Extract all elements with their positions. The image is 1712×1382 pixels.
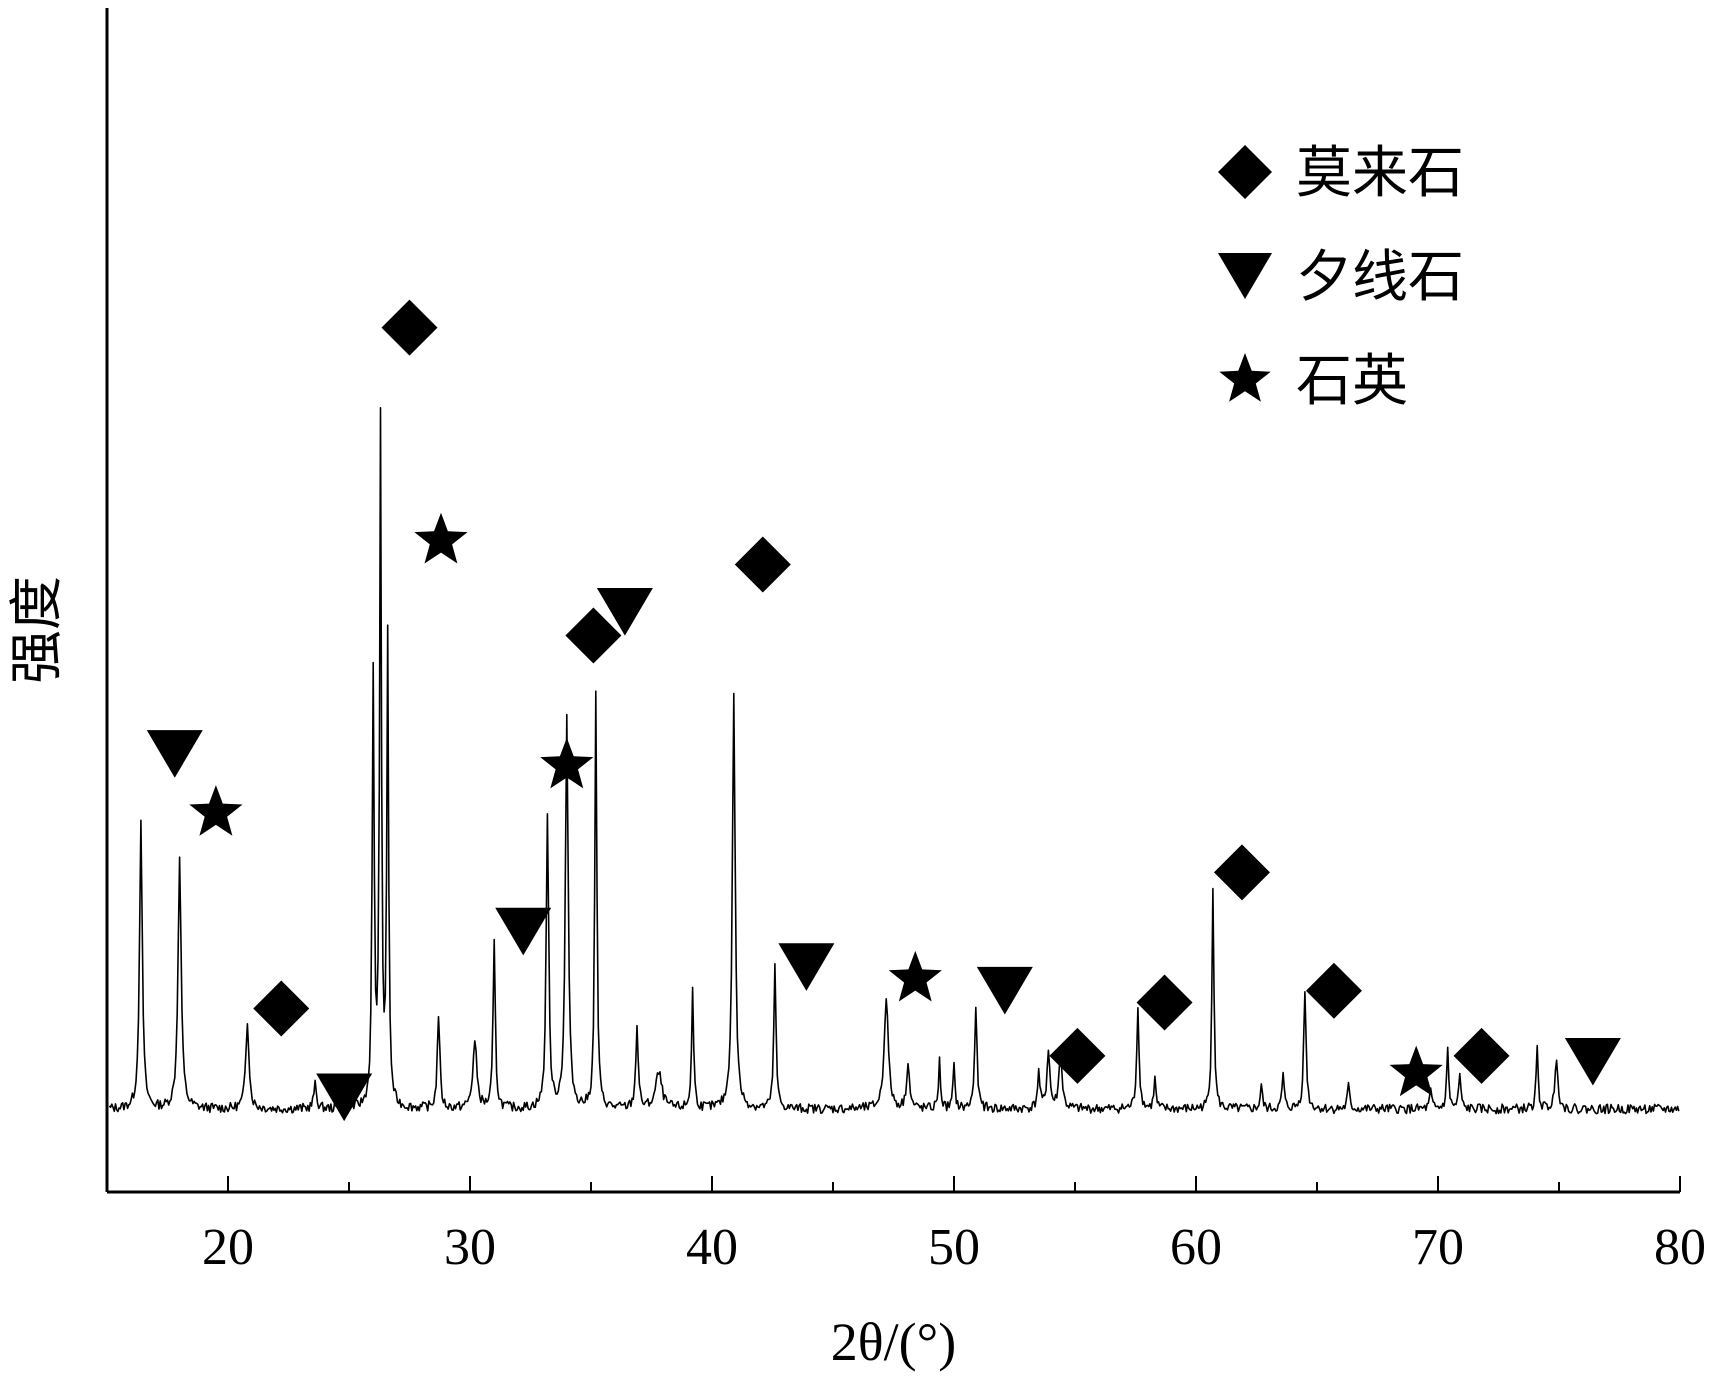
legend-star-icon [1219, 353, 1271, 402]
triangle-down-phase-marker [976, 966, 1033, 1015]
legend-diamond-icon [1218, 145, 1272, 199]
plot-area [108, 407, 1680, 1115]
diamond-phase-marker [1049, 1027, 1106, 1084]
legend-triangle-down-icon [1218, 253, 1272, 299]
diamond-phase-marker [1213, 844, 1270, 901]
y-axis-title: 强度 [7, 576, 67, 684]
x-tick-label: 20 [202, 1219, 254, 1276]
x-tick-label: 30 [444, 1219, 496, 1276]
diamond-phase-marker [381, 299, 438, 356]
star-phase-marker [540, 737, 594, 789]
legend-label: 莫来石 [1296, 141, 1464, 206]
x-tick-label: 60 [1170, 1219, 1222, 1276]
phase-markers [146, 299, 1621, 1122]
x-tick-label: 70 [1412, 1219, 1464, 1276]
star-phase-marker [414, 512, 468, 564]
triangle-down-phase-marker [596, 588, 653, 636]
legend-label: 石英 [1296, 349, 1408, 414]
triangle-down-phase-marker [316, 1073, 373, 1122]
triangle-down-phase-marker [146, 730, 203, 778]
x-tick-label: 40 [686, 1219, 738, 1276]
x-axis-title: 2θ/(°) [831, 1312, 956, 1372]
diamond-phase-marker [1453, 1027, 1510, 1084]
triangle-down-phase-marker [1564, 1037, 1621, 1086]
legend-label: 夕线石 [1296, 245, 1464, 310]
star-phase-marker [189, 785, 243, 836]
triangle-down-phase-marker [495, 907, 552, 956]
diamond-phase-marker [253, 980, 310, 1037]
x-tick-label: 50 [928, 1219, 980, 1276]
diamond-phase-marker [734, 536, 791, 593]
diamond-phase-marker [1136, 974, 1193, 1031]
triangle-down-phase-marker [778, 943, 835, 991]
star-phase-marker [1389, 1045, 1443, 1097]
diamond-phase-marker [565, 607, 622, 664]
x-axis-ticks: 20 30 40 50 60 70 80 [106, 1176, 1706, 1276]
xrd-trace-line [108, 407, 1680, 1115]
diamond-phase-marker [1305, 962, 1362, 1019]
star-phase-marker [888, 950, 942, 1002]
axes [105, 8, 1680, 1194]
x-tick-label: 80 [1654, 1219, 1706, 1276]
